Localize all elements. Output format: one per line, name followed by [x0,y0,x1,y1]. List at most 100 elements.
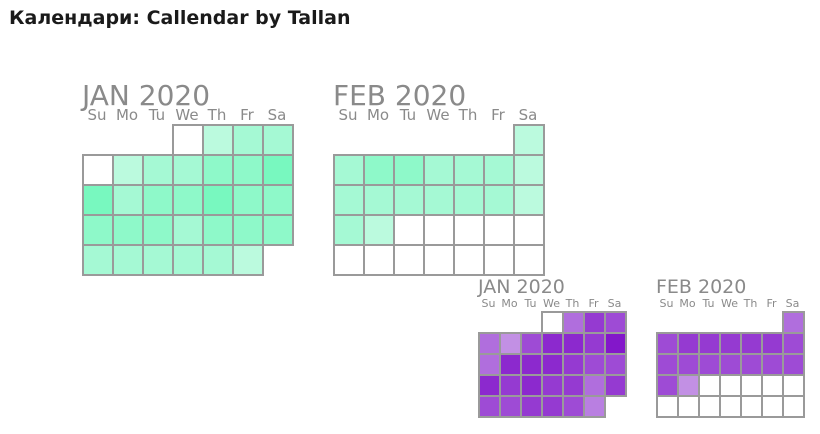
day-cell[interactable] [142,244,174,276]
day-cell[interactable] [202,244,234,276]
day-cell[interactable] [520,395,543,418]
day-cell[interactable] [562,311,585,334]
day-cell[interactable] [202,184,234,216]
day-cell[interactable] [499,374,522,397]
day-cell[interactable] [363,184,395,216]
day-cell[interactable] [604,332,627,355]
day-cell[interactable] [478,395,501,418]
day-cell[interactable] [232,214,264,246]
day-cell[interactable] [541,332,564,355]
day-cell[interactable] [333,244,365,276]
day-cell[interactable] [740,374,763,397]
day-cell[interactable] [782,311,805,334]
day-cell[interactable] [262,184,294,216]
day-cell[interactable] [761,374,784,397]
day-cell[interactable] [453,244,485,276]
day-cell[interactable] [698,353,721,376]
day-cell[interactable] [499,332,522,355]
day-cell[interactable] [333,214,365,246]
day-cell[interactable] [583,374,606,397]
day-cell[interactable] [677,332,700,355]
day-cell[interactable] [172,124,204,156]
day-cell[interactable] [483,154,515,186]
day-cell[interactable] [656,395,679,418]
day-cell[interactable] [393,214,425,246]
day-cell[interactable] [541,311,564,334]
day-cell[interactable] [520,353,543,376]
day-cell[interactable] [232,184,264,216]
day-cell[interactable] [112,154,144,186]
day-cell[interactable] [719,374,742,397]
day-cell[interactable] [478,332,501,355]
day-cell[interactable] [483,214,515,246]
day-cell[interactable] [172,154,204,186]
day-cell[interactable] [604,353,627,376]
day-cell[interactable] [782,374,805,397]
day-cell[interactable] [677,395,700,418]
day-cell[interactable] [262,214,294,246]
day-cell[interactable] [583,332,606,355]
day-cell[interactable] [562,353,585,376]
day-cell[interactable] [520,374,543,397]
day-cell[interactable] [82,214,114,246]
day-cell[interactable] [423,154,455,186]
day-cell[interactable] [513,244,545,276]
day-cell[interactable] [393,154,425,186]
day-cell[interactable] [142,184,174,216]
day-cell[interactable] [513,154,545,186]
day-cell[interactable] [541,353,564,376]
day-cell[interactable] [740,332,763,355]
day-cell[interactable] [363,214,395,246]
day-cell[interactable] [719,395,742,418]
day-cell[interactable] [363,244,395,276]
day-cell[interactable] [656,374,679,397]
day-cell[interactable] [761,332,784,355]
day-cell[interactable] [677,374,700,397]
day-cell[interactable] [82,244,114,276]
day-cell[interactable] [112,184,144,216]
day-cell[interactable] [423,244,455,276]
day-cell[interactable] [82,184,114,216]
day-cell[interactable] [583,395,606,418]
day-cell[interactable] [393,184,425,216]
day-cell[interactable] [656,332,679,355]
day-cell[interactable] [142,154,174,186]
day-cell[interactable] [562,332,585,355]
day-cell[interactable] [333,154,365,186]
day-cell[interactable] [202,154,234,186]
day-cell[interactable] [478,374,501,397]
day-cell[interactable] [232,244,264,276]
day-cell[interactable] [423,214,455,246]
day-cell[interactable] [453,184,485,216]
day-cell[interactable] [782,353,805,376]
day-cell[interactable] [513,184,545,216]
day-cell[interactable] [202,214,234,246]
day-cell[interactable] [604,374,627,397]
day-cell[interactable] [262,154,294,186]
day-cell[interactable] [541,374,564,397]
day-cell[interactable] [782,332,805,355]
day-cell[interactable] [172,244,204,276]
day-cell[interactable] [740,353,763,376]
day-cell[interactable] [719,353,742,376]
day-cell[interactable] [698,374,721,397]
day-cell[interactable] [740,395,763,418]
day-cell[interactable] [333,184,365,216]
day-cell[interactable] [262,124,294,156]
day-cell[interactable] [513,214,545,246]
day-cell[interactable] [232,154,264,186]
day-cell[interactable] [583,353,606,376]
day-cell[interactable] [562,395,585,418]
day-cell[interactable] [232,124,264,156]
day-cell[interactable] [499,395,522,418]
day-cell[interactable] [453,154,485,186]
day-cell[interactable] [478,353,501,376]
day-cell[interactable] [363,154,395,186]
day-cell[interactable] [698,395,721,418]
day-cell[interactable] [172,184,204,216]
day-cell[interactable] [541,395,564,418]
day-cell[interactable] [393,244,425,276]
day-cell[interactable] [782,395,805,418]
day-cell[interactable] [423,184,455,216]
day-cell[interactable] [82,154,114,186]
